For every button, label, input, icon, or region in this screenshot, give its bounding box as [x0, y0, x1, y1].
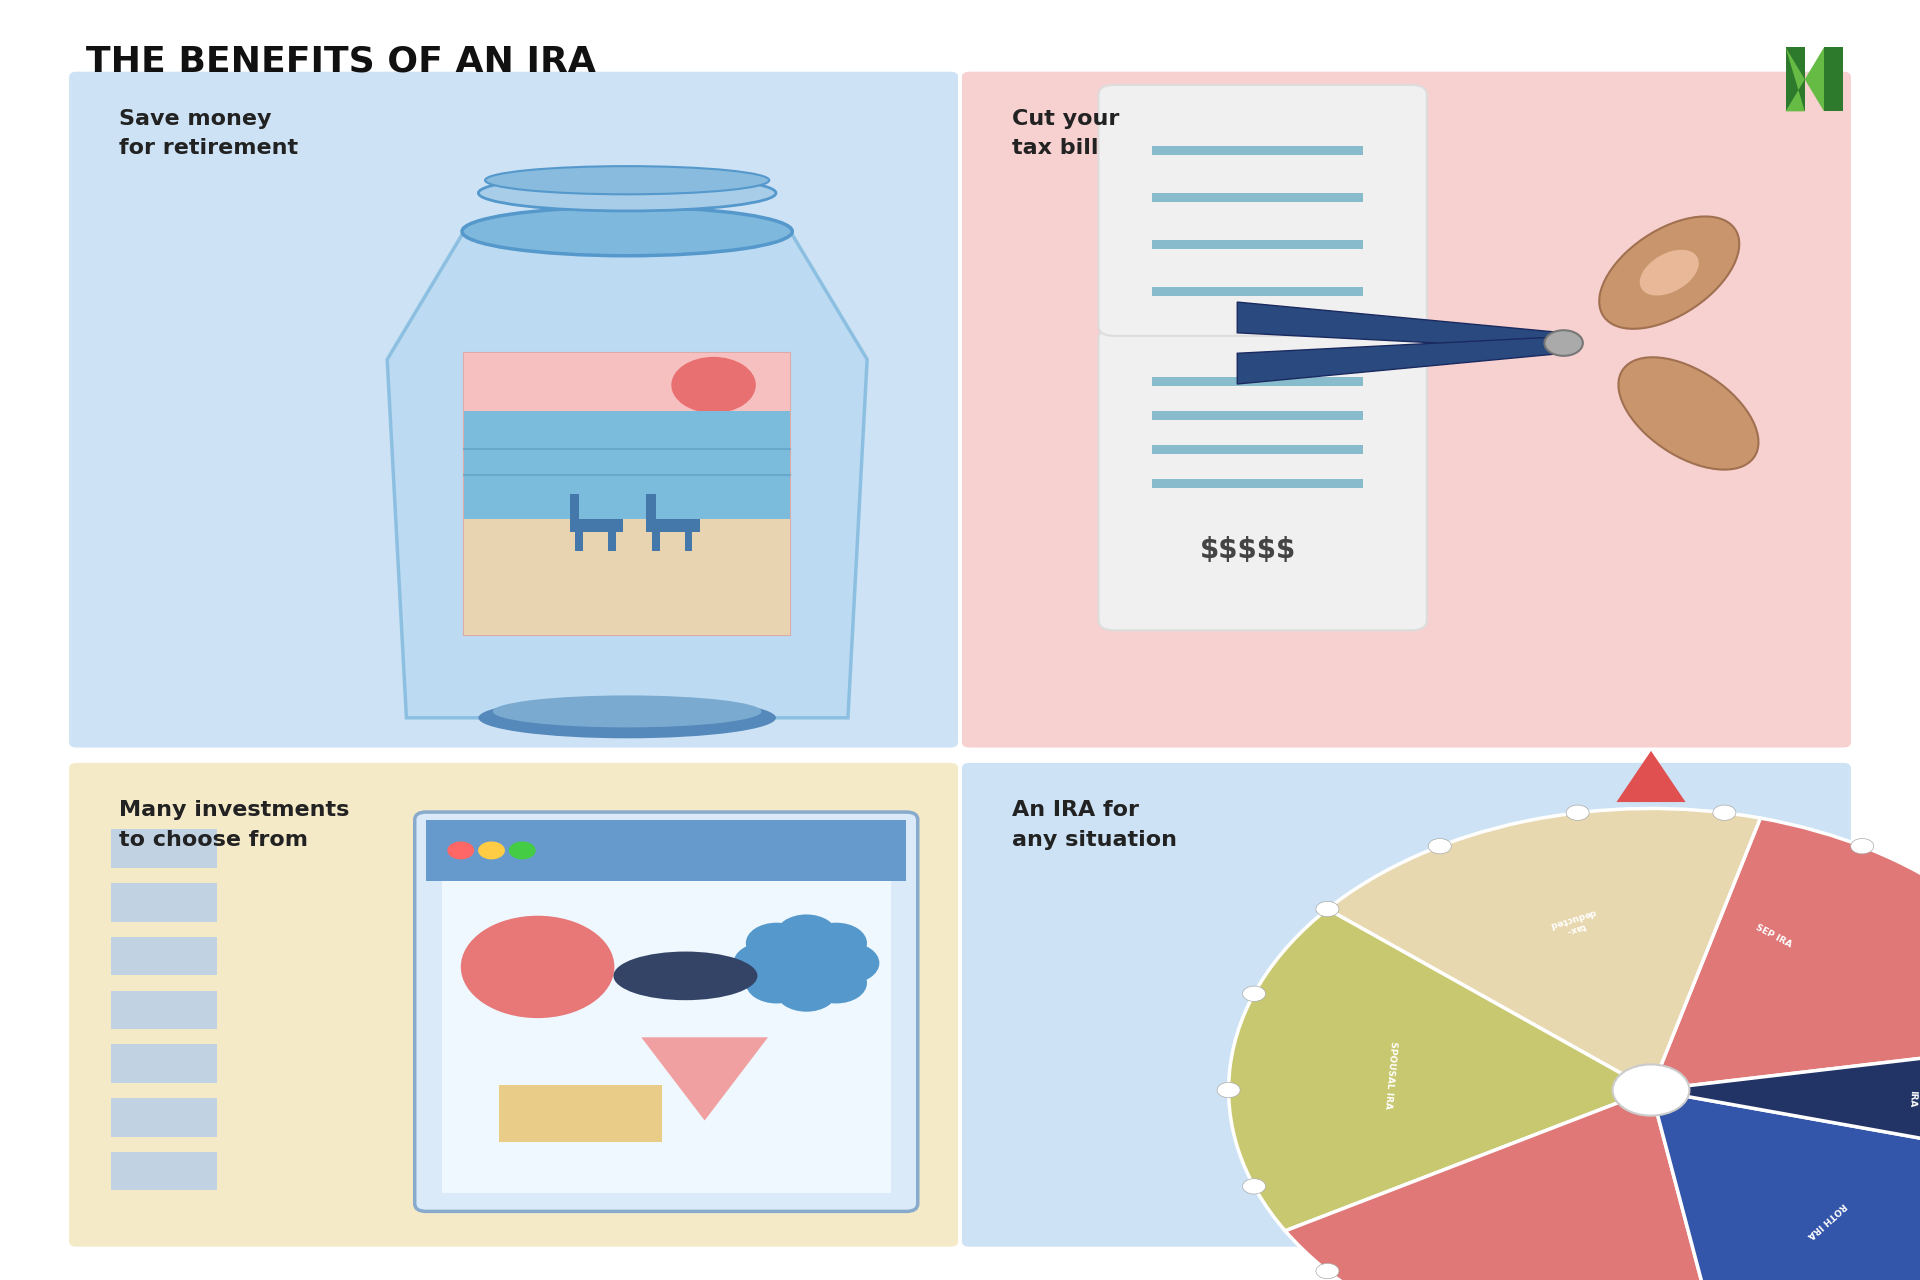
Bar	[442, 881, 891, 1193]
Circle shape	[1315, 1263, 1338, 1279]
Bar	[1152, 287, 1363, 296]
Bar	[111, 1098, 217, 1137]
Wedge shape	[1327, 809, 1761, 1091]
Ellipse shape	[1640, 250, 1699, 296]
Polygon shape	[1824, 47, 1843, 111]
Circle shape	[478, 841, 505, 859]
Circle shape	[1242, 1179, 1265, 1194]
Polygon shape	[1617, 751, 1686, 803]
Bar	[111, 1044, 217, 1083]
Text: tax-
deducted: tax- deducted	[1549, 906, 1599, 940]
Ellipse shape	[478, 698, 776, 739]
Circle shape	[1217, 1083, 1240, 1098]
Ellipse shape	[1599, 216, 1740, 329]
Circle shape	[776, 970, 837, 1011]
Text: SPOUSAL IRA: SPOUSAL IRA	[1382, 1041, 1398, 1108]
Circle shape	[1713, 805, 1736, 820]
Text: THE BENEFITS OF AN IRA: THE BENEFITS OF AN IRA	[86, 45, 597, 79]
Bar	[685, 529, 693, 552]
Circle shape	[818, 942, 879, 983]
Wedge shape	[1651, 1041, 1920, 1164]
Wedge shape	[1651, 818, 1920, 1091]
FancyBboxPatch shape	[415, 812, 918, 1211]
Bar	[1152, 411, 1363, 420]
Bar	[653, 529, 660, 552]
Circle shape	[447, 841, 474, 859]
Circle shape	[1544, 330, 1582, 356]
Circle shape	[461, 915, 614, 1018]
Bar	[1152, 241, 1363, 250]
Circle shape	[1242, 986, 1265, 1001]
Circle shape	[776, 914, 837, 955]
FancyBboxPatch shape	[1098, 84, 1427, 335]
Bar	[576, 529, 584, 552]
Bar	[111, 937, 217, 975]
Ellipse shape	[463, 207, 793, 256]
Text: Cut your
tax bill: Cut your tax bill	[1012, 109, 1119, 159]
Circle shape	[1315, 901, 1338, 916]
Polygon shape	[388, 232, 868, 718]
Bar	[570, 520, 624, 532]
Circle shape	[745, 923, 806, 964]
Circle shape	[806, 923, 868, 964]
Bar	[111, 1152, 217, 1190]
Bar	[1152, 193, 1363, 202]
Ellipse shape	[486, 166, 770, 195]
FancyBboxPatch shape	[1098, 328, 1427, 630]
Circle shape	[509, 841, 536, 859]
Ellipse shape	[614, 951, 756, 1000]
Bar	[1152, 445, 1363, 454]
Polygon shape	[1786, 47, 1805, 111]
Circle shape	[806, 963, 868, 1004]
Bar	[111, 883, 217, 922]
Bar	[426, 819, 906, 881]
Wedge shape	[1229, 909, 1651, 1231]
Circle shape	[745, 963, 806, 1004]
Bar	[465, 353, 791, 411]
Text: $$$$$: $$$$$	[1200, 535, 1296, 563]
Bar	[1152, 146, 1363, 155]
Wedge shape	[1284, 1091, 1724, 1280]
Text: Save money
for retirement: Save money for retirement	[119, 109, 298, 159]
Bar	[465, 520, 791, 635]
Text: IRA: IRA	[1908, 1091, 1918, 1108]
Ellipse shape	[478, 175, 776, 211]
FancyBboxPatch shape	[69, 72, 958, 748]
Circle shape	[672, 357, 756, 413]
Text: Many investments
to choose from: Many investments to choose from	[119, 800, 349, 850]
FancyBboxPatch shape	[465, 353, 791, 635]
Bar	[647, 494, 657, 520]
Bar	[465, 411, 791, 526]
Circle shape	[772, 940, 841, 986]
Bar	[609, 529, 616, 552]
Bar	[111, 991, 217, 1029]
Ellipse shape	[493, 695, 762, 727]
Circle shape	[1851, 838, 1874, 854]
Circle shape	[733, 942, 795, 983]
FancyBboxPatch shape	[962, 763, 1851, 1247]
Wedge shape	[1651, 1091, 1920, 1280]
Bar	[111, 829, 217, 868]
Text: An IRA for
any situation: An IRA for any situation	[1012, 800, 1177, 850]
Circle shape	[1428, 838, 1452, 854]
Ellipse shape	[1619, 357, 1759, 470]
Polygon shape	[641, 1037, 768, 1120]
Bar	[499, 1084, 662, 1142]
Bar	[570, 494, 580, 520]
Polygon shape	[1236, 337, 1563, 384]
FancyBboxPatch shape	[962, 72, 1851, 748]
Bar	[1152, 479, 1363, 488]
Text: ROTH IRA: ROTH IRA	[1805, 1201, 1847, 1239]
Circle shape	[1567, 805, 1590, 820]
Circle shape	[1613, 1065, 1690, 1116]
Bar	[647, 520, 701, 532]
Bar	[1152, 376, 1363, 385]
Text: SEP IRA: SEP IRA	[1755, 923, 1793, 950]
FancyBboxPatch shape	[69, 763, 958, 1247]
Polygon shape	[1236, 302, 1563, 349]
Polygon shape	[1786, 47, 1843, 111]
